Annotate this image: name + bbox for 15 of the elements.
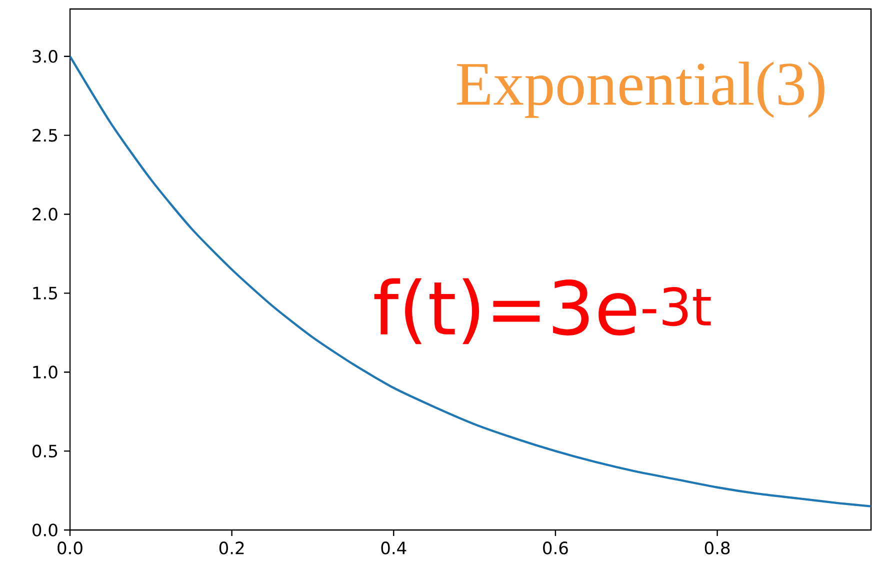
y-tick-label: 0.0	[32, 524, 58, 536]
x-tick-label: 0.6	[543, 542, 568, 554]
annotation: f(t)=3e$^{-3t}$	[374, 278, 711, 344]
y-tick-label: 2.5	[32, 128, 57, 142]
y-tick-label: 1.0	[33, 366, 58, 379]
x-tick-label: 0.8	[704, 542, 730, 554]
y-tick-label: 1.5	[33, 286, 57, 300]
y-tick-label: 2.0	[32, 208, 58, 221]
line-series	[70, 55, 871, 508]
y-tick-label: 3.0	[32, 50, 58, 63]
x-tick-label: 0.4	[381, 542, 406, 554]
x-tick-label: 0.2	[219, 542, 244, 554]
y-tick-label: 0.5	[32, 444, 57, 458]
annotation: Exponential(3)	[456, 62, 824, 118]
x-tick-label: 0.0	[58, 542, 82, 554]
